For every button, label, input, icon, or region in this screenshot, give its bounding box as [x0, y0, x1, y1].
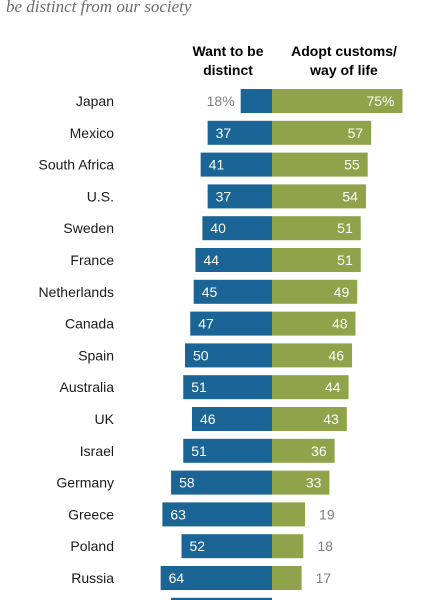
category-label-sweden: Sweden	[63, 220, 114, 236]
bar-adopt-japan	[272, 89, 403, 113]
bar-distinct-uk	[191, 407, 272, 431]
value-distinct-spain: 50	[193, 347, 209, 363]
bar-distinct-russia	[160, 566, 272, 590]
bar-adopt-spain	[272, 343, 353, 368]
header-adopt-customs-line2: way of life	[310, 62, 378, 78]
value-adopt-australia: 44	[325, 379, 341, 395]
category-label-greece: Greece	[68, 506, 114, 522]
bar-adopt-australia	[272, 375, 349, 400]
value-adopt-canada: 48	[332, 316, 348, 332]
value-adopt-u-s: 54	[342, 188, 358, 204]
category-label-spain: Spain	[78, 347, 114, 363]
bar-distinct-sweden	[202, 216, 272, 241]
category-label-canada: Canada	[65, 316, 114, 332]
value-distinct-u-s: 37	[216, 188, 232, 204]
value-adopt-poland: 18	[317, 538, 333, 554]
bar-distinct-south-africa	[200, 152, 272, 177]
bar-distinct-australia	[183, 375, 272, 400]
value-distinct-uk: 46	[200, 411, 216, 427]
bar-adopt-poland	[272, 534, 304, 559]
category-label-israel: Israel	[80, 443, 114, 459]
category-label-uk: UK	[95, 411, 115, 427]
value-adopt-sweden: 51	[337, 220, 353, 236]
bar-distinct-canada	[190, 311, 272, 336]
bar-distinct-mexico	[207, 120, 272, 145]
bar-distinct-u-s	[207, 184, 272, 209]
value-adopt-greece: 19	[319, 506, 335, 522]
category-label-netherlands: Netherlands	[39, 284, 115, 300]
bar-adopt-greece	[272, 502, 306, 527]
value-adopt-france: 51	[337, 252, 353, 268]
bar-adopt-south-africa	[272, 152, 368, 177]
value-adopt-germany: 33	[306, 475, 322, 491]
bar-adopt-uk	[272, 407, 347, 431]
header-adopt-customs: Adopt customs/ way of life	[288, 42, 400, 80]
value-adopt-japan: 75%	[366, 93, 394, 109]
category-label-south-africa: South Africa	[39, 157, 115, 173]
bar-distinct-greece	[162, 502, 272, 527]
value-adopt-russia: 17	[316, 570, 332, 586]
value-distinct-germany: 58	[179, 475, 195, 491]
chart-subtitle: be distinct from our society	[6, 0, 192, 16]
bar-adopt-canada	[272, 311, 356, 336]
category-label-australia: Australia	[60, 379, 115, 395]
header-adopt-customs-line1: Adopt customs/	[291, 43, 397, 59]
value-distinct-israel: 51	[191, 443, 207, 459]
bar-adopt-u-s	[272, 184, 366, 209]
bar-distinct-japan	[240, 89, 272, 113]
bar-distinct-spain	[185, 343, 272, 368]
bar-adopt-sweden	[272, 216, 361, 241]
header-want-distinct: Want to be distinct	[180, 42, 276, 80]
bar-distinct-cutoff-row	[171, 597, 272, 600]
bar-adopt-germany	[272, 470, 330, 495]
category-label-u-s: U.S.	[87, 188, 114, 204]
value-distinct-netherlands: 45	[202, 284, 218, 300]
header-want-distinct-line2: distinct	[203, 62, 253, 78]
category-label-russia: Russia	[71, 570, 114, 586]
category-label-germany: Germany	[56, 475, 114, 491]
value-distinct-france: 44	[203, 252, 219, 268]
value-adopt-israel: 36	[311, 443, 327, 459]
value-distinct-sweden: 40	[210, 220, 226, 236]
bar-distinct-israel	[183, 438, 272, 463]
bar-adopt-israel	[272, 438, 335, 463]
bar-distinct-france	[195, 248, 272, 272]
bar-distinct-poland	[181, 534, 272, 559]
bar-distinct-netherlands	[193, 279, 272, 304]
bar-adopt-france	[272, 248, 361, 272]
bar-adopt-netherlands	[272, 279, 358, 304]
value-adopt-uk: 43	[323, 411, 339, 427]
value-adopt-mexico: 57	[348, 125, 364, 141]
value-distinct-australia: 51	[191, 379, 207, 395]
value-distinct-poland: 52	[190, 538, 206, 554]
bar-adopt-russia	[272, 566, 302, 590]
value-distinct-greece: 63	[170, 506, 186, 522]
category-label-mexico: Mexico	[70, 125, 115, 141]
category-label-japan: Japan	[76, 93, 114, 109]
value-adopt-netherlands: 49	[334, 284, 350, 300]
value-distinct-canada: 47	[198, 316, 214, 332]
value-distinct-japan: 18%	[207, 93, 235, 109]
value-distinct-russia: 64	[169, 570, 185, 586]
category-label-poland: Poland	[70, 538, 114, 554]
bar-distinct-germany	[171, 470, 272, 495]
value-distinct-mexico: 37	[216, 125, 232, 141]
value-adopt-south-africa: 55	[344, 157, 360, 173]
category-label-france: France	[70, 252, 114, 268]
bar-adopt-mexico	[272, 120, 372, 145]
header-want-distinct-line1: Want to be	[192, 43, 264, 59]
value-distinct-south-africa: 41	[209, 157, 225, 173]
value-adopt-spain: 46	[328, 347, 344, 363]
